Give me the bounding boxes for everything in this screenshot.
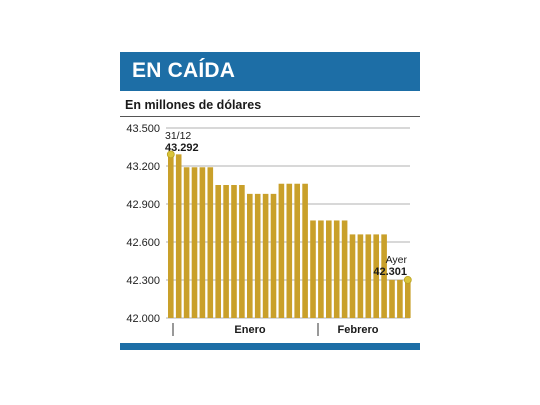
bar [373,234,379,318]
annotation-start-value: 43.292 [165,142,199,154]
bar [191,167,198,318]
y-tick-label: 42.900 [126,199,160,211]
start-marker [166,150,175,159]
bar [405,279,411,318]
bar [341,220,348,318]
chart-subtitle: En millones de dólares [125,98,262,112]
bar [397,279,403,318]
bar [326,220,332,318]
bar [278,183,285,318]
bar [175,154,182,318]
bottom-accent-bar [120,343,420,350]
bar [247,193,253,318]
annotation-start-label: 31/12 [165,130,191,142]
annotation-end-value: 42.301 [373,266,407,278]
bar [333,220,340,318]
title-bar: EN CAÍDA [120,52,420,91]
x-month-label: Febrero [338,324,379,336]
bar [302,183,308,318]
y-tick-label: 42.300 [126,275,160,287]
bar [286,183,293,318]
bar [183,167,190,318]
end-marker [403,275,412,284]
bar [357,234,364,318]
y-tick-label: 43.200 [126,161,160,173]
y-tick-label: 42.600 [126,237,160,249]
bar [262,193,269,318]
bar [318,220,324,318]
bar [231,185,237,318]
annotation-end-label: Ayer [386,254,408,266]
bar [349,234,356,318]
bar [294,183,300,318]
bar [239,185,245,318]
bar [199,167,206,318]
bar [310,220,316,318]
bar [254,193,261,318]
bar [365,234,372,318]
bar [223,185,229,318]
bar [381,234,387,318]
y-tick-label: 42.000 [126,313,160,325]
bar [270,193,277,318]
bar [215,185,221,318]
x-month-label: Enero [234,324,265,336]
bar [168,154,174,318]
bar [207,167,214,318]
bar [389,279,395,318]
subtitle-divider [120,116,420,117]
chart-title: EN CAÍDA [132,59,236,82]
y-tick-label: 43.500 [126,123,160,135]
